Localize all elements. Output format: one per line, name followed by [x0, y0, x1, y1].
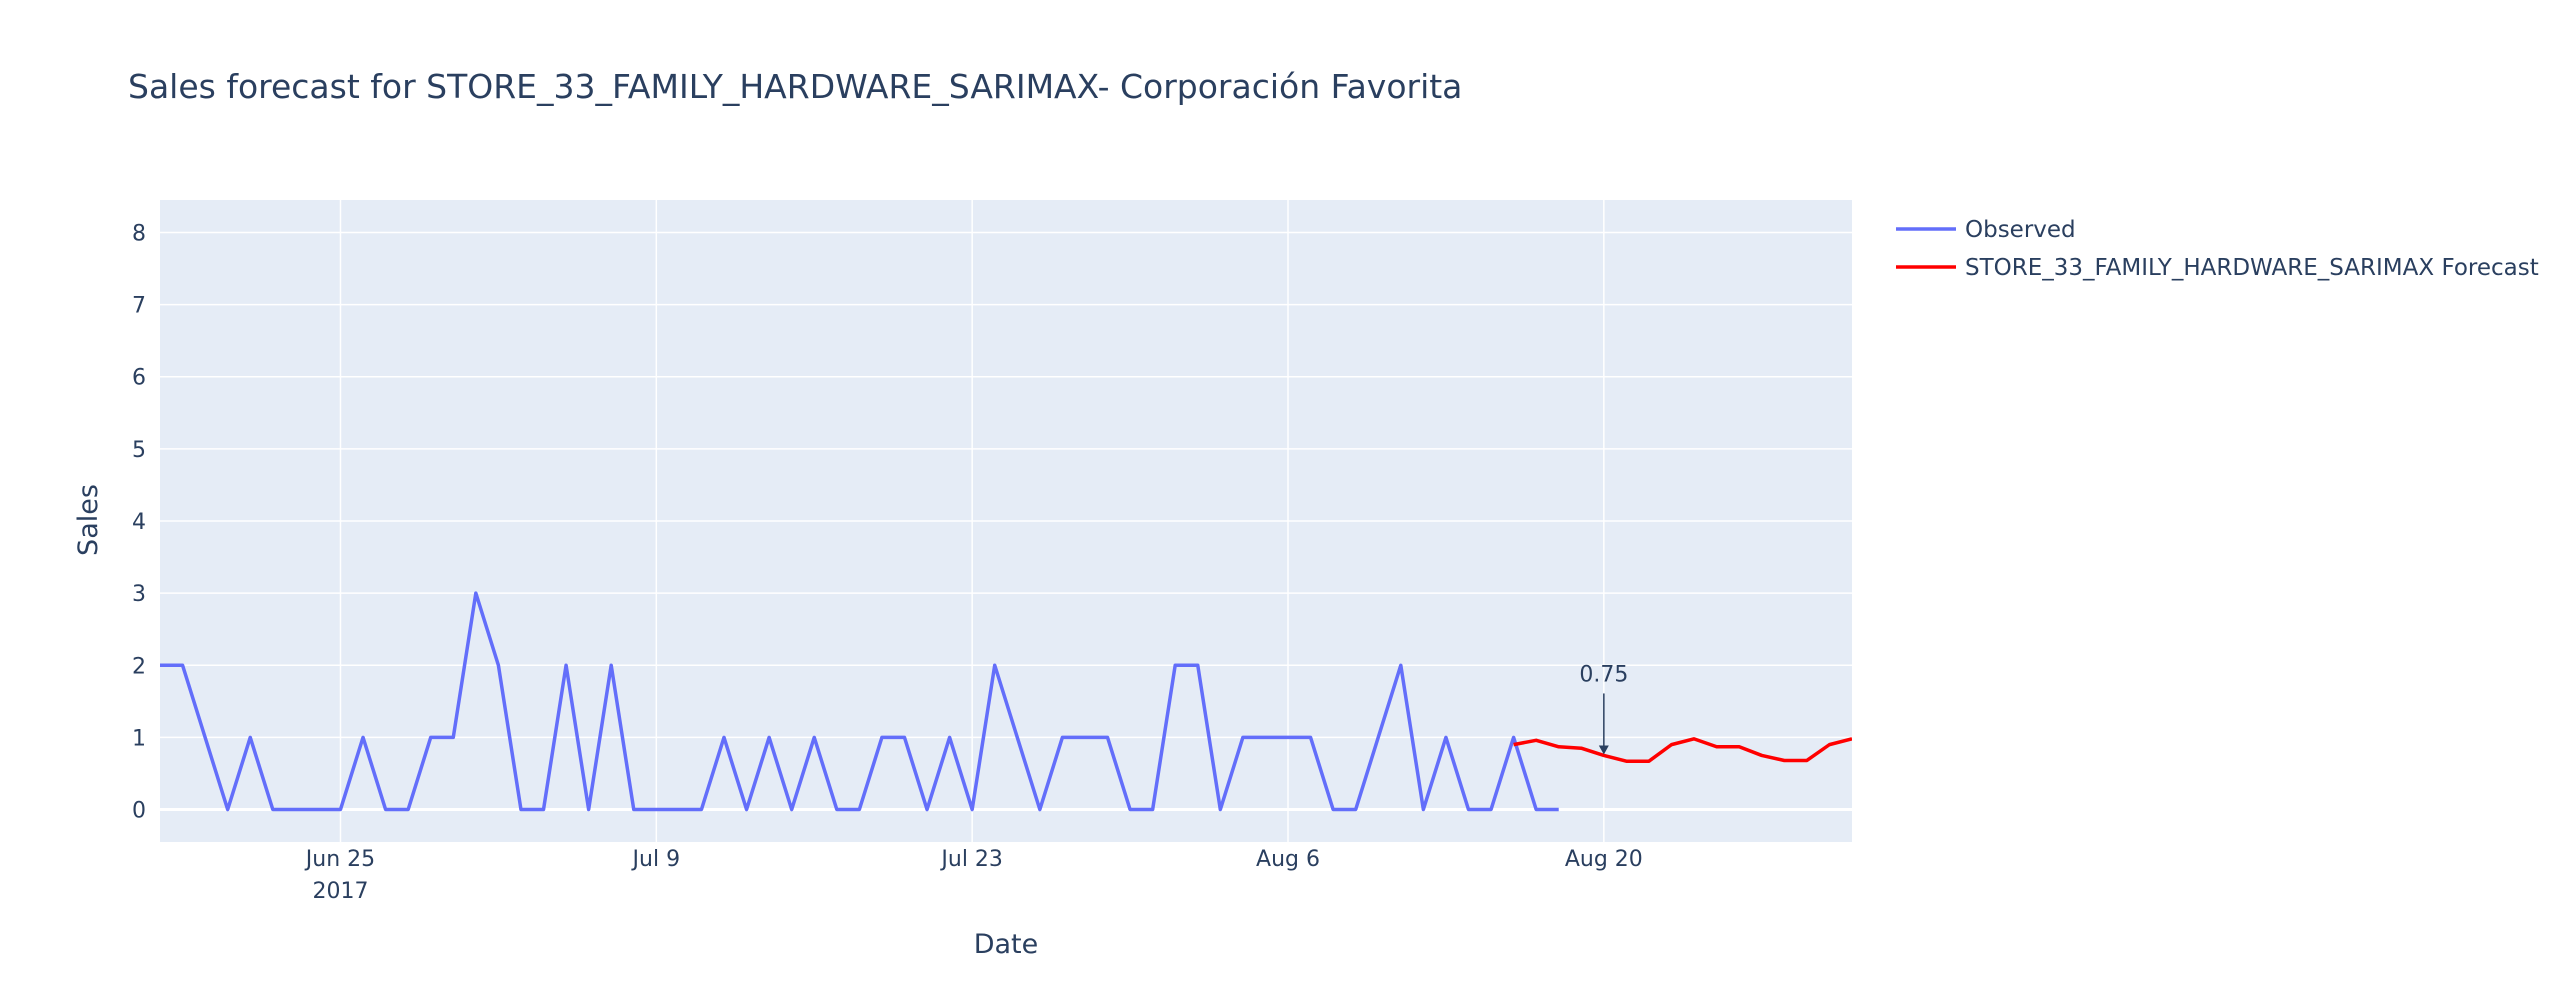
y-tick-label: 5: [132, 438, 146, 463]
annotations: 0.75: [1579, 662, 1628, 755]
y-tick-label: 3: [132, 582, 146, 607]
legend-item[interactable]: STORE_33_FAMILY_HARDWARE_SARIMAX Forecas…: [1896, 255, 2539, 281]
x-tick-sublabel: 2017: [312, 879, 368, 904]
gridlines: [160, 200, 1852, 842]
series-line-0: [160, 591, 1559, 812]
y-tick-label: 4: [132, 510, 146, 535]
x-axis-title: Date: [974, 929, 1039, 960]
x-tick-label: Aug 20: [1565, 847, 1643, 872]
y-axis-title: Sales: [73, 484, 104, 556]
x-tick-label: Jul 23: [939, 847, 1003, 872]
y-tick-label: 2: [132, 654, 146, 679]
legend-item[interactable]: Observed: [1896, 217, 2076, 243]
annotation-label: 0.75: [1579, 662, 1628, 687]
x-tick-label: Jul 9: [631, 847, 681, 872]
y-tick-label: 6: [132, 366, 146, 391]
y-tick-label: 1: [132, 726, 146, 751]
legend-label: Observed: [1965, 217, 2076, 243]
series-lines: [160, 591, 1852, 812]
x-tick-label: Aug 6: [1256, 847, 1320, 872]
legend-label: STORE_33_FAMILY_HARDWARE_SARIMAX Forecas…: [1965, 255, 2539, 281]
y-axis-ticks: 0 1 2 3 4 5 6 7 8: [132, 221, 146, 823]
x-axis-ticks: Jun 25 2017 Jul 9 Jul 23 Aug 6 Aug 20: [304, 847, 1643, 904]
annotation-arrowhead: [1598, 745, 1609, 755]
series-line-1: [1513, 737, 1852, 763]
y-tick-label: 0: [132, 799, 146, 824]
y-tick-label: 7: [132, 294, 146, 319]
y-tick-label: 8: [132, 221, 146, 246]
x-tick-label: Jun 25: [304, 847, 375, 872]
legend[interactable]: Observed STORE_33_FAMILY_HARDWARE_SARIMAX…: [1896, 217, 2539, 281]
chart-title: Sales forecast for STORE_33_FAMILY_HARDW…: [128, 67, 1462, 106]
